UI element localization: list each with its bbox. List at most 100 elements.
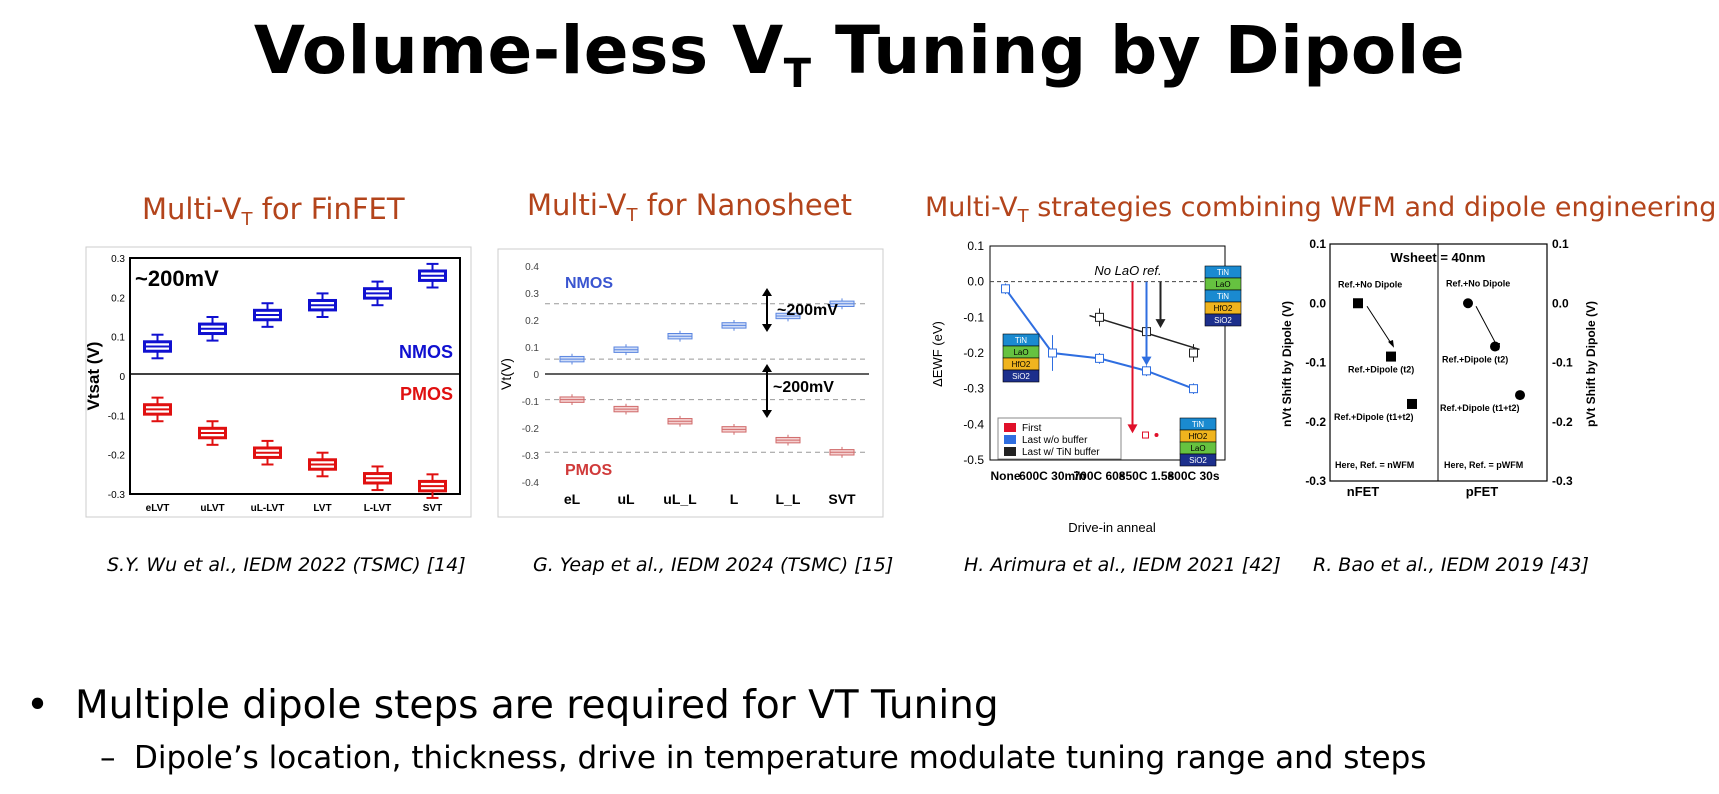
box-nmos	[253, 302, 282, 328]
box-nmos	[775, 310, 801, 322]
nfet-point	[1353, 298, 1363, 309]
data-point	[1095, 312, 1104, 322]
data-point	[1048, 348, 1057, 358]
x-tick-label: LVT	[313, 503, 331, 514]
stack-layer-label: LaO	[1215, 280, 1230, 289]
y-tick-label: -0.1	[522, 397, 540, 408]
x-tick-label: 800C 30s	[1167, 469, 1219, 483]
section-heading-strategies: Multi-VT strategies combining WFM and di…	[925, 192, 1717, 227]
box-pmos	[363, 465, 392, 492]
box-pmos	[667, 415, 693, 427]
stack-layer-label: TiN	[1015, 336, 1027, 345]
box-pmos	[418, 473, 447, 499]
legend-swatch-last-wo	[1004, 435, 1016, 444]
data-point	[1001, 284, 1010, 294]
y-tick-label: 0.4	[525, 262, 539, 273]
x-tick-label: SVT	[828, 491, 856, 507]
y-tick-label: 0.3	[111, 254, 125, 265]
x-tick-label: 600C 30min	[1019, 469, 1086, 483]
y-tick-label: 0.1	[111, 333, 125, 344]
x-tick-label: uL-LVT	[251, 503, 285, 514]
box-nmos	[418, 262, 447, 289]
y-tick-label: -0.3	[108, 490, 126, 501]
stack-layer-label: HfO2	[1012, 360, 1031, 369]
y-tick-label: 0.1	[967, 239, 984, 253]
legend-pmos: PMOS	[565, 462, 612, 479]
annotation-pmos: ~200mV	[773, 379, 834, 396]
box-pmos	[253, 439, 282, 466]
sub-bullet-1: Dipole’s location, thickness, drive in t…	[134, 740, 1427, 776]
data-point-first	[1142, 431, 1149, 439]
stack-layer-label: SiO2	[1189, 456, 1207, 465]
data-point	[1189, 384, 1198, 394]
stack-layer-label: TiN	[1217, 268, 1229, 277]
stack-layer	[1204, 313, 1242, 327]
y-tick-label: -0.2	[963, 346, 984, 360]
annotation: ~200mV	[135, 266, 219, 291]
nfet-point	[1386, 351, 1396, 362]
x-tick-label: 700C 60s	[1073, 469, 1125, 483]
y-tick-label: 0.2	[111, 293, 125, 304]
box-nmos	[721, 320, 747, 331]
data-point	[1189, 348, 1198, 358]
citation-arimura: H. Arimura et al., IEDM 2021 [42]	[964, 554, 1281, 576]
nfet-point	[1407, 398, 1417, 409]
annotation-nmos: ~200mV	[777, 302, 838, 319]
y-tick-label: -0.2	[522, 424, 540, 435]
y-axis-label-right: pVt Shift by Dipole (V)	[1584, 301, 1598, 427]
y-axis-label-left: nVt Shift by Dipole (V)	[1280, 301, 1294, 427]
box-nmos	[363, 280, 392, 307]
y-tick-label-left: 0.1	[1309, 237, 1326, 251]
box-nmos	[613, 344, 639, 356]
stack-layer-label: HfO2	[1214, 304, 1233, 313]
y-tick-label: -0.3	[963, 382, 984, 396]
y-tick-label: 0.1	[525, 343, 539, 354]
arrowhead-last-wo	[1141, 356, 1152, 366]
box-pmos	[775, 434, 801, 446]
sub-bullet-marker: –	[100, 740, 116, 776]
nfet-point-label: Ref.+No Dipole	[1338, 279, 1402, 289]
x-tick-label: L	[730, 491, 739, 507]
box-nmos	[667, 330, 693, 342]
x-tick-label: None	[991, 469, 1021, 483]
citation-yeap: G. Yeap et al., IEDM 2024 (TSMC) [15]	[533, 554, 894, 576]
x-tick-label: uL_L	[663, 491, 697, 507]
y-tick-label: 0	[533, 370, 539, 381]
y-tick-label: 0	[119, 372, 125, 383]
y-axis-label: ΔEWF (eV)	[930, 321, 945, 387]
y-axis-label: Vt(V)	[498, 358, 514, 390]
data-point-first	[1154, 433, 1159, 438]
bullet-marker: •	[26, 683, 50, 728]
box-pmos	[308, 451, 337, 478]
legend-nmos: NMOS	[565, 275, 613, 292]
section-heading-nanosheet: Multi-VT for Nanosheet	[527, 188, 852, 226]
nanosheet-vt-chart: 0.4 0.3 0.2 0.1 0 -0.1 -0.2 -0.3 -0.4 eL uL uL_L L L…	[497, 248, 884, 518]
x-tick-label: uL	[617, 491, 635, 507]
bao-dipole-chart: 0.1 0.1 0.0 0.0 -0.1 -0.1 -0.2 -0.2 -0.3 -0.3 Ref…	[1280, 237, 1598, 499]
x-tick-label: L_L	[776, 491, 801, 507]
page-title: Volume-less VT Tuning by Dipole	[253, 12, 1466, 97]
box-nmos	[308, 292, 337, 318]
legend-swatch-last-w	[1004, 447, 1016, 456]
pfet-point-label: Ref.+Dipole (t1+t2)	[1440, 403, 1520, 413]
x-tick-label: SVT	[423, 503, 442, 514]
x-axis-label: Drive-in anneal	[1068, 520, 1156, 535]
legend-pmos: PMOS	[400, 384, 453, 404]
arrowhead-first	[1127, 424, 1138, 434]
category-pfet: pFET	[1466, 484, 1499, 499]
chart-title: Wsheet = 40nm	[1390, 250, 1485, 265]
nfet-point-label: Ref.+Dipole (t1+t2)	[1334, 412, 1414, 422]
y-tick-label: -0.1	[108, 411, 126, 422]
citation-wu: S.Y. Wu et al., IEDM 2022 (TSMC) [14]	[107, 554, 466, 576]
finfet-vt-chart: 0.3 0.2 0.1 0 -0.1 -0.2 -0.3 eLVT uLVT uL-LVT LVT…	[85, 246, 472, 518]
box-nmos	[198, 316, 227, 342]
y-tick-label-right: -0.2	[1552, 415, 1573, 429]
y-tick-label: 0.3	[525, 289, 539, 300]
x-tick-label: 850C 1.5s	[1119, 469, 1175, 483]
y-tick-label: 0.2	[525, 316, 539, 327]
nfet-note: Here, Ref. = nWFM	[1335, 460, 1414, 470]
x-tick-label: eLVT	[146, 503, 170, 514]
stack-layer-label: LaO	[1190, 444, 1205, 453]
box-nmos	[143, 333, 172, 360]
